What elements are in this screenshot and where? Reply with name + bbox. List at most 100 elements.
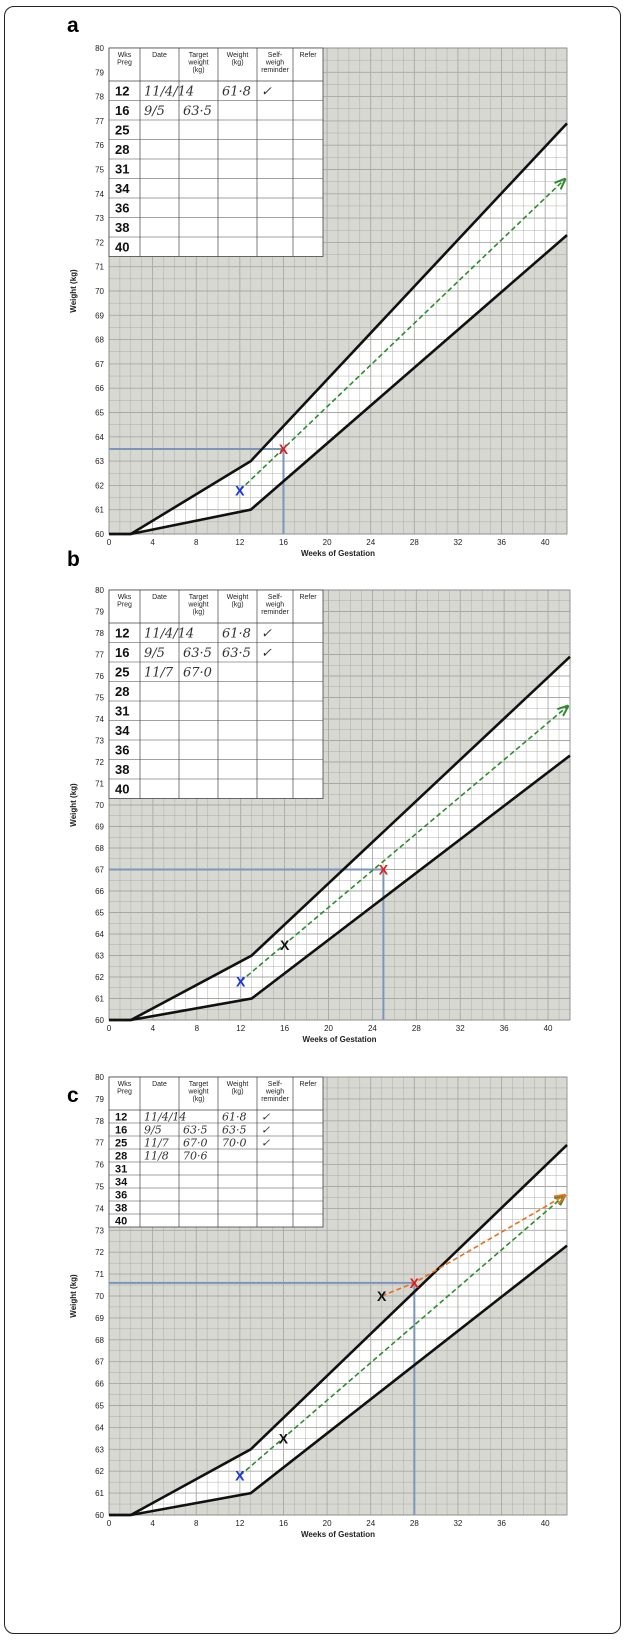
table-cell: 70·0 bbox=[222, 1136, 247, 1149]
table-header: Weight (kg) bbox=[227, 594, 249, 609]
x-tick-label: 24 bbox=[366, 538, 375, 547]
table-week: 12 bbox=[115, 83, 129, 98]
table-header-line-text: Preg bbox=[117, 60, 132, 67]
x-tick-label: 36 bbox=[500, 1024, 509, 1033]
table-header: Target weight (kg) bbox=[187, 52, 208, 74]
table-header-line-text: weigh bbox=[265, 602, 284, 609]
y-tick-label: 63 bbox=[95, 952, 104, 961]
table-background bbox=[108, 1076, 324, 1228]
table-header-line-text: (kg) bbox=[192, 67, 204, 74]
table-header: Date bbox=[152, 594, 167, 601]
y-tick-label: 64 bbox=[95, 930, 104, 939]
y-tick-label: 80 bbox=[95, 44, 104, 53]
table-week: 40 bbox=[115, 1215, 127, 1227]
table-header: Refer bbox=[299, 594, 317, 601]
table-cell: 70·6 bbox=[183, 1149, 208, 1162]
table-header: Wks Preg bbox=[117, 594, 132, 609]
y-tick-label: 79 bbox=[95, 608, 104, 617]
table-header-line-text: Date bbox=[152, 1081, 167, 1088]
y-tick-label: 76 bbox=[95, 672, 104, 681]
table-header: Self-weigh reminder bbox=[261, 594, 289, 616]
x-tick-label: 24 bbox=[368, 1024, 377, 1033]
x-tick-label: 0 bbox=[107, 1519, 112, 1528]
weight-chart-a: X X 60 61 62 63 64 65 66 67 68 69 70 71 72 73 74 75 76 77 78… bbox=[69, 44, 568, 558]
x-tick-label: 16 bbox=[280, 1024, 289, 1033]
y-tick-label: 72 bbox=[95, 1248, 104, 1257]
x-tick-label: 32 bbox=[453, 538, 462, 547]
weight-marker-start: X bbox=[235, 1468, 245, 1484]
table-header: Wks Preg bbox=[117, 1081, 132, 1096]
table-header-line-text: reminder bbox=[261, 1096, 289, 1103]
table-cell: ✓ bbox=[261, 1136, 271, 1149]
y-tick-label: 69 bbox=[95, 823, 104, 832]
table-header-line-text: reminder bbox=[261, 67, 289, 74]
table-header: Date bbox=[152, 52, 167, 59]
panel-label-c: c bbox=[67, 1084, 79, 1107]
table-cell: 67·0 bbox=[183, 1136, 208, 1149]
table-header-line-text: Date bbox=[152, 594, 167, 601]
revised-trajectory bbox=[381, 1195, 565, 1297]
table-cell: 11/7 bbox=[144, 1136, 169, 1149]
y-tick-label: 69 bbox=[95, 311, 104, 320]
table-header-line-text: Target bbox=[189, 1081, 209, 1088]
table-cell: ✓ bbox=[261, 1110, 271, 1123]
table-header-line-text: Refer bbox=[299, 1081, 317, 1088]
y-tick-label: 65 bbox=[95, 909, 104, 918]
table-cell: 11/4/14 bbox=[144, 84, 194, 99]
y-tick-label: 70 bbox=[95, 1292, 104, 1301]
x-tick-label: 32 bbox=[456, 1024, 465, 1033]
band-lower-line bbox=[109, 754, 571, 1022]
y-tick-label: 65 bbox=[95, 409, 104, 418]
table-cell: ✓ bbox=[261, 1123, 271, 1136]
table-week: 40 bbox=[115, 781, 129, 796]
y-tick-label: 78 bbox=[95, 93, 104, 102]
y-tick-label: 71 bbox=[95, 1270, 104, 1279]
table-header-line-text: Refer bbox=[299, 52, 317, 59]
figure-frame bbox=[4, 6, 621, 1634]
record-table: Wks Preg Date Target weight (kg) Weight (kg) Sel… bbox=[108, 1076, 324, 1228]
y-tick-label: 73 bbox=[95, 1226, 104, 1235]
table-week: 28 bbox=[115, 684, 129, 699]
plot-border bbox=[108, 589, 571, 1021]
guide-line bbox=[109, 868, 385, 1020]
panel-label-a: a bbox=[67, 14, 79, 37]
table-week: 38 bbox=[115, 220, 129, 235]
table-header: Target weight (kg) bbox=[187, 1081, 208, 1103]
y-tick-label: 60 bbox=[95, 1016, 104, 1025]
table-header: Self-weigh reminder bbox=[261, 52, 289, 74]
table-header: Weight (kg) bbox=[227, 1081, 249, 1096]
band-lower-line bbox=[109, 1244, 568, 1517]
y-tick-label: 80 bbox=[95, 586, 104, 595]
y-tick-label: 67 bbox=[95, 360, 104, 369]
y-tick-label: 76 bbox=[95, 1161, 104, 1170]
weight-marker-current: X bbox=[410, 1275, 420, 1291]
y-tick-label: 77 bbox=[95, 117, 104, 126]
table-header-line-text: weigh bbox=[265, 1089, 284, 1096]
plot-border bbox=[108, 1076, 568, 1516]
y-tick-label: 78 bbox=[95, 629, 104, 638]
table-header: Wks Preg bbox=[117, 52, 132, 67]
table-header-line-text: (kg) bbox=[231, 602, 243, 609]
table-week: 31 bbox=[115, 703, 129, 718]
table-cell: 63·5 bbox=[222, 1123, 247, 1136]
table-cell: ✓ bbox=[261, 84, 272, 99]
y-tick-label: 60 bbox=[95, 1511, 104, 1520]
y-tick-label: 61 bbox=[95, 506, 104, 515]
table-header-line-text: Wks bbox=[118, 52, 132, 59]
table-header: Date bbox=[152, 1081, 167, 1088]
table-week: 40 bbox=[115, 239, 129, 254]
x-tick-label: 32 bbox=[453, 1519, 462, 1528]
x-axis-label: Weeks of Gestation bbox=[301, 1530, 375, 1539]
y-tick-label: 65 bbox=[95, 1402, 104, 1411]
y-tick-label: 78 bbox=[95, 1117, 104, 1126]
x-tick-label: 0 bbox=[107, 538, 112, 547]
y-tick-label: 79 bbox=[95, 1095, 104, 1104]
y-tick-label: 61 bbox=[95, 995, 104, 1004]
y-axis-label: Weight (kg) bbox=[69, 269, 78, 313]
weight-marker-current: X bbox=[379, 862, 389, 878]
table-header: Self-weigh reminder bbox=[261, 1081, 289, 1103]
y-tick-label: 61 bbox=[95, 1489, 104, 1498]
table-cell: ✓ bbox=[261, 626, 272, 641]
weight-marker-previous: X bbox=[280, 937, 290, 953]
